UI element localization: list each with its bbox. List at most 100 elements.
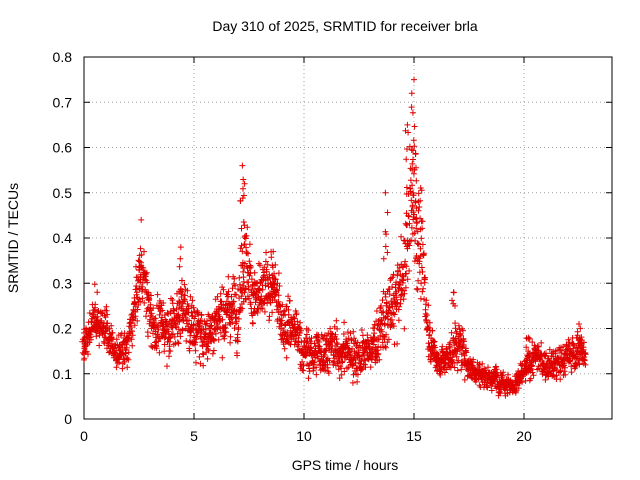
data-point bbox=[225, 288, 232, 295]
data-point bbox=[426, 319, 433, 326]
data-point bbox=[383, 300, 390, 307]
data-point bbox=[323, 333, 330, 339]
data-point bbox=[565, 342, 572, 349]
data-point bbox=[373, 308, 380, 314]
data-point bbox=[419, 268, 426, 275]
data-point bbox=[425, 340, 432, 347]
data-point bbox=[368, 346, 375, 353]
data-point bbox=[404, 276, 411, 283]
data-point bbox=[488, 387, 495, 394]
data-point bbox=[195, 311, 202, 317]
data-point bbox=[381, 320, 388, 327]
data-point bbox=[212, 330, 219, 337]
data-point bbox=[334, 325, 341, 332]
data-point bbox=[303, 325, 310, 332]
data-point bbox=[256, 285, 263, 292]
data-point bbox=[290, 314, 297, 321]
data-point bbox=[233, 291, 240, 298]
data-point bbox=[299, 358, 306, 365]
data-point bbox=[243, 244, 250, 251]
data-point bbox=[294, 318, 301, 325]
data-point bbox=[405, 212, 412, 219]
data-point bbox=[581, 339, 587, 346]
data-point bbox=[316, 339, 323, 345]
data-point bbox=[374, 351, 381, 358]
data-point bbox=[395, 317, 402, 324]
x-tick-label: 5 bbox=[190, 428, 198, 444]
data-point bbox=[401, 290, 408, 297]
data-point bbox=[238, 242, 245, 249]
data-point bbox=[541, 353, 548, 360]
data-points bbox=[79, 76, 589, 399]
data-point bbox=[408, 104, 415, 111]
data-point bbox=[178, 277, 185, 284]
data-point bbox=[106, 349, 112, 356]
data-point bbox=[461, 376, 468, 383]
data-point bbox=[386, 291, 393, 298]
data-point bbox=[80, 356, 87, 363]
data-point bbox=[403, 184, 410, 191]
data-point bbox=[152, 315, 159, 322]
data-point bbox=[460, 335, 467, 342]
data-point bbox=[192, 339, 199, 346]
data-point bbox=[240, 219, 247, 225]
data-point bbox=[86, 310, 93, 316]
data-point bbox=[125, 349, 132, 356]
data-point bbox=[88, 318, 95, 325]
data-point bbox=[397, 292, 404, 299]
data-point bbox=[414, 286, 421, 293]
data-point bbox=[128, 320, 135, 327]
data-point bbox=[432, 344, 439, 351]
data-point bbox=[176, 263, 183, 270]
data-point bbox=[411, 76, 417, 83]
data-point bbox=[93, 333, 100, 340]
data-point bbox=[151, 315, 158, 322]
data-point bbox=[410, 189, 416, 196]
data-point bbox=[176, 302, 183, 308]
data-point bbox=[190, 304, 197, 311]
data-point bbox=[175, 340, 182, 347]
data-point bbox=[414, 240, 421, 247]
data-point bbox=[268, 254, 275, 261]
data-point bbox=[239, 195, 246, 202]
data-point bbox=[338, 365, 345, 372]
data-point bbox=[136, 266, 143, 273]
data-point bbox=[396, 303, 403, 310]
data-point bbox=[121, 359, 128, 365]
data-point bbox=[468, 374, 475, 381]
data-point bbox=[389, 284, 396, 290]
data-point bbox=[357, 345, 364, 351]
data-point bbox=[144, 279, 151, 286]
data-point bbox=[305, 375, 312, 382]
data-point bbox=[181, 296, 187, 303]
data-point bbox=[515, 385, 522, 392]
data-point bbox=[322, 367, 329, 374]
data-point bbox=[204, 343, 211, 350]
data-point bbox=[275, 270, 282, 277]
data-point bbox=[411, 211, 418, 218]
data-point bbox=[236, 274, 243, 281]
data-point bbox=[254, 309, 261, 316]
data-point bbox=[415, 190, 422, 197]
data-point bbox=[227, 339, 234, 346]
data-point bbox=[104, 311, 111, 318]
data-point bbox=[576, 361, 583, 368]
data-point bbox=[196, 353, 203, 360]
data-point bbox=[237, 245, 244, 252]
data-point bbox=[217, 290, 224, 297]
data-point bbox=[281, 345, 288, 352]
data-point bbox=[332, 331, 339, 338]
data-point bbox=[419, 288, 426, 295]
data-point bbox=[88, 336, 94, 343]
data-point bbox=[245, 250, 252, 257]
data-point bbox=[574, 328, 581, 335]
data-point bbox=[576, 342, 583, 349]
data-point bbox=[133, 283, 140, 289]
data-point bbox=[278, 317, 285, 324]
data-point bbox=[240, 176, 247, 183]
data-point bbox=[341, 319, 348, 326]
data-point bbox=[413, 164, 419, 171]
data-point bbox=[239, 248, 246, 255]
data-point bbox=[207, 323, 214, 330]
data-point bbox=[316, 343, 323, 350]
